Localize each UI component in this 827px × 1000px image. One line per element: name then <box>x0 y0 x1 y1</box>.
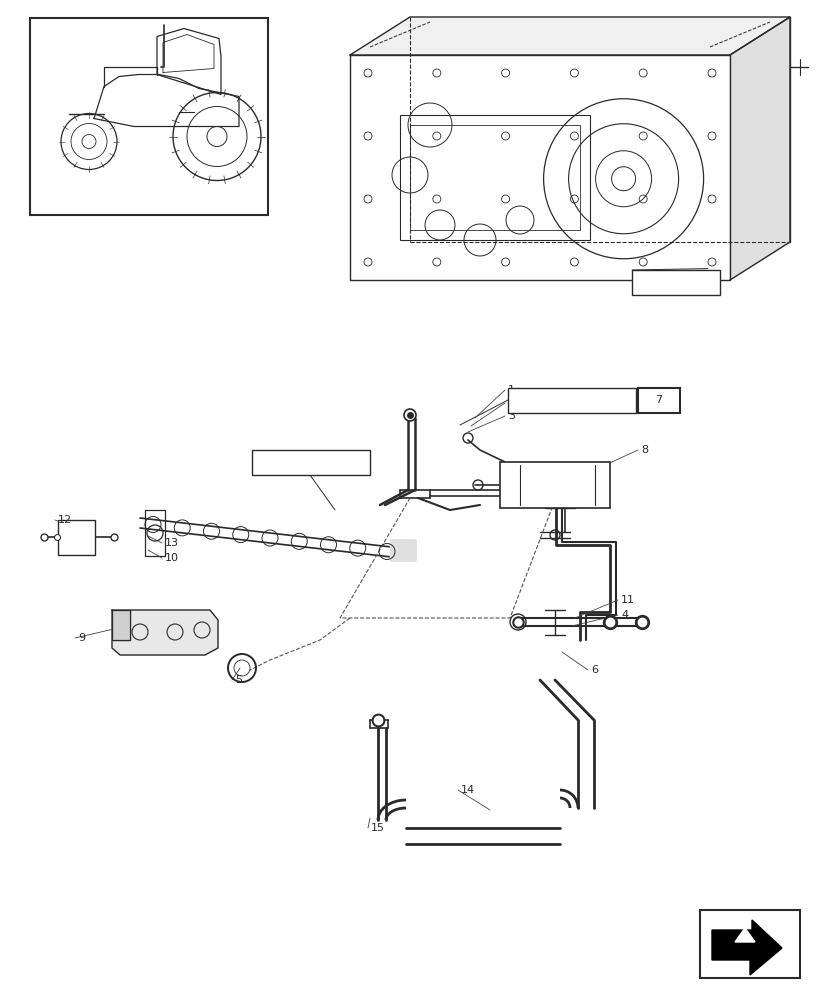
Polygon shape <box>350 55 729 280</box>
Text: 13: 13 <box>165 538 179 548</box>
Text: 4: 4 <box>620 610 628 620</box>
Text: 9: 9 <box>78 633 85 643</box>
Text: 3: 3 <box>508 411 514 421</box>
Text: 7: 7 <box>655 395 662 405</box>
Text: 1.28.8/A: 1.28.8/A <box>549 395 593 405</box>
Bar <box>30 18 268 215</box>
Bar <box>251 450 370 475</box>
Bar <box>631 270 719 295</box>
Polygon shape <box>112 610 130 640</box>
Text: 10: 10 <box>165 553 179 563</box>
Polygon shape <box>711 920 781 975</box>
Text: 1: 1 <box>508 385 514 395</box>
Polygon shape <box>163 35 213 73</box>
Polygon shape <box>112 610 218 655</box>
Text: 11: 11 <box>620 595 634 605</box>
Bar <box>508 388 635 413</box>
Text: 15: 15 <box>370 823 385 833</box>
Polygon shape <box>390 540 414 560</box>
Circle shape <box>404 409 415 421</box>
Bar <box>409 125 579 230</box>
Text: 6: 6 <box>590 665 597 675</box>
Polygon shape <box>350 17 789 55</box>
Bar <box>500 462 609 508</box>
Bar <box>699 910 799 978</box>
Text: 1.21.0: 1.21.0 <box>657 277 693 287</box>
Bar <box>399 115 590 240</box>
Text: 14: 14 <box>461 785 475 795</box>
Text: 5: 5 <box>235 675 241 685</box>
Bar <box>58 520 95 555</box>
Text: 2: 2 <box>508 398 514 408</box>
Text: 8: 8 <box>640 445 648 455</box>
Bar <box>638 388 679 413</box>
Text: 12: 12 <box>58 515 72 525</box>
Text: PAG. 2: PAG. 2 <box>294 457 327 467</box>
Polygon shape <box>729 17 789 280</box>
Polygon shape <box>734 928 754 942</box>
